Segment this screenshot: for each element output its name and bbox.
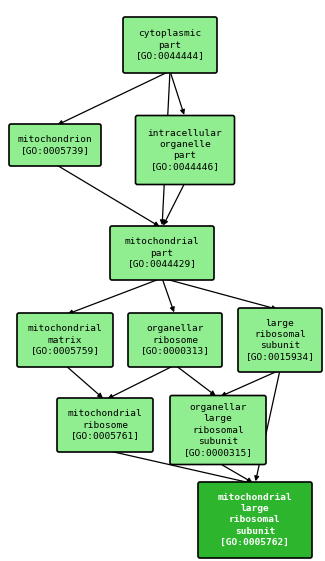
Text: cytoplasmic
part
[GO:0044444]: cytoplasmic part [GO:0044444] <box>136 29 204 61</box>
FancyBboxPatch shape <box>136 116 235 185</box>
FancyBboxPatch shape <box>170 396 266 465</box>
Text: mitochondrion
[GO:0005739]: mitochondrion [GO:0005739] <box>18 135 92 155</box>
Text: organellar
ribosome
[GO:0000313]: organellar ribosome [GO:0000313] <box>140 324 210 356</box>
FancyBboxPatch shape <box>57 398 153 452</box>
FancyBboxPatch shape <box>123 17 217 73</box>
FancyBboxPatch shape <box>9 124 101 166</box>
Text: mitochondrial
matrix
[GO:0005759]: mitochondrial matrix [GO:0005759] <box>28 324 102 356</box>
FancyBboxPatch shape <box>110 226 214 280</box>
FancyBboxPatch shape <box>128 313 222 367</box>
Text: intracellular
organelle
part
[GO:0044446]: intracellular organelle part [GO:0044446… <box>148 129 222 171</box>
FancyBboxPatch shape <box>17 313 113 367</box>
Text: organellar
large
ribosomal
subunit
[GO:0000315]: organellar large ribosomal subunit [GO:0… <box>184 403 253 457</box>
Text: mitochondrial
large
ribosomal
subunit
[GO:0005762]: mitochondrial large ribosomal subunit [G… <box>218 493 292 547</box>
Text: mitochondrial
ribosome
[GO:0005761]: mitochondrial ribosome [GO:0005761] <box>68 410 142 440</box>
FancyBboxPatch shape <box>238 308 322 372</box>
Text: mitochondrial
part
[GO:0044429]: mitochondrial part [GO:0044429] <box>124 237 199 269</box>
FancyBboxPatch shape <box>198 482 312 558</box>
Text: large
ribosomal
subunit
[GO:0015934]: large ribosomal subunit [GO:0015934] <box>245 319 315 361</box>
